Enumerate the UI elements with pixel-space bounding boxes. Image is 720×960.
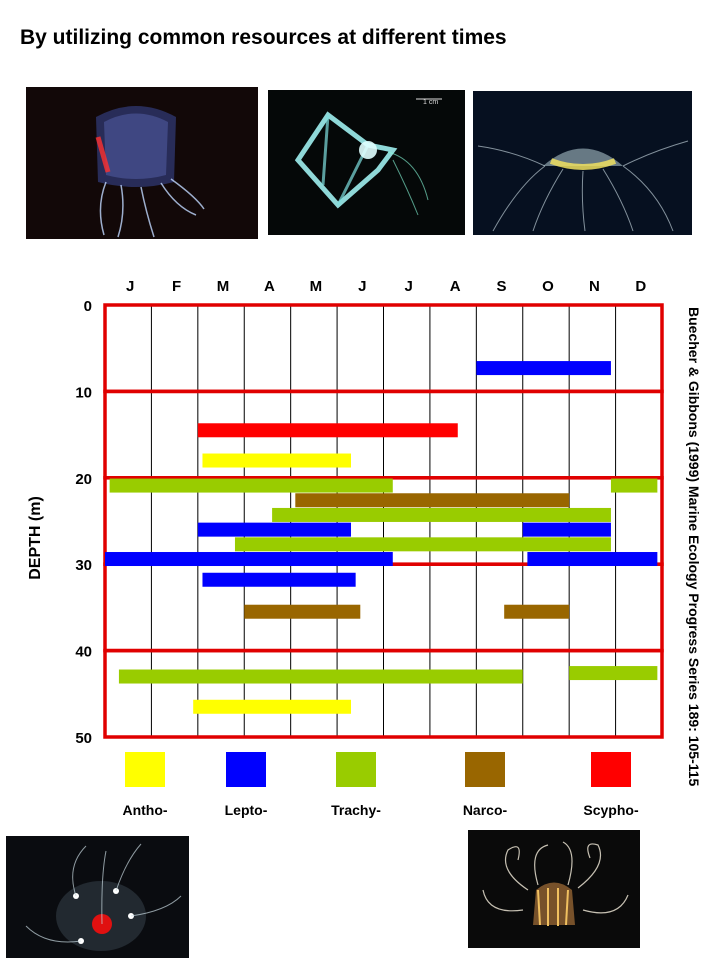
month-label: J bbox=[405, 278, 413, 295]
legend-label: Trachy- bbox=[331, 802, 381, 818]
jellyfish-photo-3 bbox=[473, 91, 692, 235]
range-bar bbox=[197, 522, 352, 537]
range-bar bbox=[118, 669, 523, 684]
month-label: J bbox=[358, 278, 366, 295]
depth-month-chart: J F M A M J J A S O N D 0 10 20 30 40 50 Antho- Lepto- Tra… bbox=[27, 278, 664, 818]
range-bar bbox=[569, 666, 658, 681]
legend: Antho- Lepto- Trachy- Narco- Scypho- bbox=[122, 752, 639, 818]
range-bar bbox=[610, 478, 658, 493]
range-bar bbox=[109, 478, 393, 493]
jellyfish-photo-5 bbox=[468, 830, 640, 948]
range-bar bbox=[197, 423, 458, 438]
depth-tick-label: 40 bbox=[75, 644, 92, 661]
range-bar bbox=[476, 361, 611, 376]
month-label: S bbox=[497, 278, 507, 295]
y-axis-title: DEPTH (m) bbox=[27, 496, 44, 580]
chart-title: By utilizing common resources at differe… bbox=[20, 26, 507, 49]
citation-text: Buecher & Gibbons (1999) Marine Ecology … bbox=[686, 307, 702, 787]
range-bar bbox=[244, 604, 361, 619]
range-bar bbox=[504, 604, 570, 619]
range-bar bbox=[193, 699, 352, 714]
scale-bar-label: 1 cm bbox=[423, 99, 438, 106]
legend-label: Narco- bbox=[463, 802, 508, 818]
month-label: M bbox=[310, 278, 323, 295]
range-bar bbox=[272, 507, 611, 522]
jellyfish-photo-4 bbox=[6, 836, 189, 958]
distribution-bars bbox=[105, 361, 658, 714]
legend-swatch bbox=[226, 752, 266, 787]
month-label: A bbox=[450, 278, 461, 295]
range-bar bbox=[105, 552, 393, 567]
depth-tick-labels: 0 10 20 30 40 50 bbox=[75, 298, 92, 747]
jellyfish-photo-1 bbox=[26, 87, 258, 239]
month-label: O bbox=[542, 278, 554, 295]
legend-label: Lepto- bbox=[225, 802, 268, 818]
depth-tick-label: 10 bbox=[75, 384, 92, 401]
depth-tick-label: 0 bbox=[84, 298, 92, 315]
month-label: A bbox=[264, 278, 275, 295]
legend-swatch bbox=[465, 752, 505, 787]
range-bar bbox=[202, 453, 352, 468]
range-bar bbox=[202, 572, 356, 587]
legend-swatch bbox=[125, 752, 165, 787]
depth-band-outline bbox=[103, 648, 664, 739]
month-label: F bbox=[172, 278, 181, 295]
range-bar bbox=[295, 493, 570, 508]
legend-swatch bbox=[336, 752, 376, 787]
month-label: D bbox=[635, 278, 646, 295]
depth-tick-label: 50 bbox=[75, 730, 92, 747]
month-label: N bbox=[589, 278, 600, 295]
depth-tick-label: 30 bbox=[75, 557, 92, 574]
jellyfish-photo-2: 1 cm bbox=[268, 90, 465, 235]
range-bar bbox=[234, 537, 611, 552]
legend-label: Antho- bbox=[122, 802, 167, 818]
range-bar bbox=[522, 522, 611, 537]
legend-swatch bbox=[591, 752, 631, 787]
legend-label: Scypho- bbox=[583, 802, 639, 818]
month-label: M bbox=[217, 278, 230, 295]
range-bar bbox=[527, 552, 658, 567]
depth-tick-label: 20 bbox=[75, 471, 92, 488]
month-label: J bbox=[126, 278, 134, 295]
